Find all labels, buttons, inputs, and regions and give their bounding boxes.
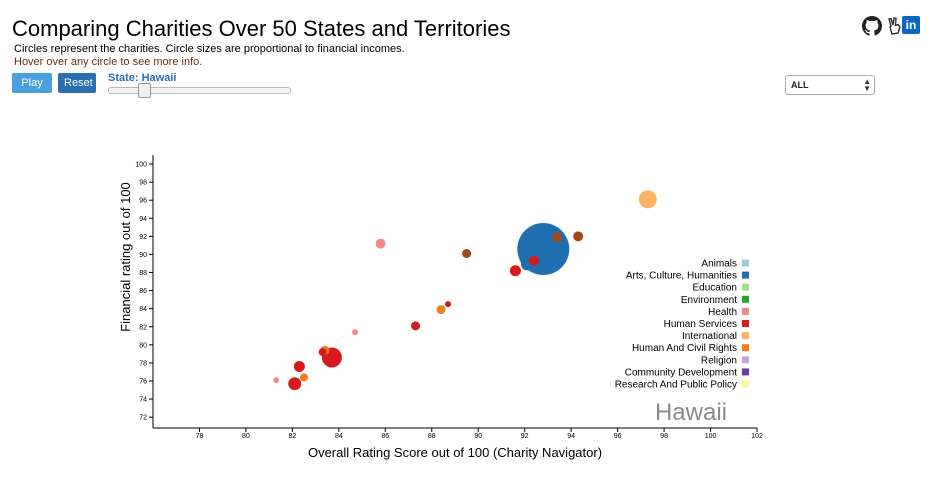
charity-point[interactable] — [521, 258, 534, 271]
peace-hand-icon[interactable] — [885, 16, 905, 36]
page-title: Comparing Charities Over 50 States and T… — [12, 16, 511, 41]
charity-point[interactable] — [320, 345, 330, 355]
github-icon[interactable] — [862, 16, 882, 36]
x-tick-label: 90 — [474, 433, 482, 440]
reset-button[interactable]: Reset — [58, 73, 96, 93]
state-slider[interactable] — [108, 83, 291, 98]
legend-label: Research And Public Policy — [615, 380, 737, 391]
x-tick-label: 84 — [335, 433, 343, 440]
legend-swatch — [742, 271, 749, 279]
legend-label: Arts, Culture, Humanities — [626, 271, 737, 282]
legend-swatch — [742, 380, 749, 388]
y-tick-label: 86 — [139, 288, 147, 295]
charity-point[interactable] — [375, 238, 386, 249]
y-tick-label: 74 — [139, 397, 147, 404]
x-tick-label: 100 — [705, 433, 717, 440]
hover-hint: Hover over any circle to see more info. — [14, 56, 203, 68]
state-label: State: Hawaii — [108, 72, 177, 84]
legend-label: Community Development — [625, 367, 737, 378]
legend-swatch — [742, 259, 749, 267]
charity-point[interactable] — [436, 305, 446, 315]
x-tick-label: 98 — [660, 433, 668, 440]
charity-point[interactable] — [273, 377, 280, 384]
legend-swatch — [742, 368, 749, 376]
charity-point[interactable] — [321, 347, 342, 368]
legend-swatch — [742, 344, 749, 352]
charity-point[interactable] — [445, 301, 452, 308]
legend-label: Environment — [681, 295, 737, 306]
play-button[interactable]: Play — [12, 73, 52, 93]
state-watermark: Hawaii — [655, 399, 727, 426]
charity-point[interactable] — [638, 190, 657, 209]
x-tick-label: 86 — [381, 433, 389, 440]
x-tick-label: 78 — [196, 433, 204, 440]
charity-point[interactable] — [573, 231, 584, 242]
y-tick-label: 82 — [139, 324, 147, 331]
y-tick-label: 80 — [139, 342, 147, 349]
y-tick-label: 72 — [139, 415, 147, 422]
filter-selected-value: ALL — [791, 80, 809, 90]
charity-point[interactable] — [318, 348, 327, 357]
legend-label: Health — [708, 307, 737, 318]
y-tick-label: 84 — [139, 306, 147, 313]
legend-label: Animals — [701, 259, 737, 270]
legend-label: International — [682, 331, 737, 342]
charity-point[interactable] — [300, 373, 308, 382]
y-tick-label: 76 — [139, 378, 147, 385]
charity-point[interactable] — [509, 265, 521, 277]
x-tick-label: 96 — [614, 433, 622, 440]
y-tick-label: 92 — [139, 234, 147, 241]
charity-point[interactable] — [517, 223, 570, 276]
legend-label: Human And Civil Rights — [632, 343, 737, 354]
category-filter-select[interactable]: ALL ▲ ▼ — [785, 75, 875, 95]
charity-point[interactable] — [528, 255, 539, 266]
y-tick-label: 90 — [139, 252, 147, 259]
charity-point[interactable] — [411, 321, 421, 331]
y-tick-label: 94 — [139, 216, 147, 223]
x-tick-label: 80 — [242, 433, 250, 440]
slider-handle[interactable] — [137, 83, 151, 98]
y-tick-label: 96 — [139, 198, 147, 205]
legend-swatch — [742, 295, 749, 303]
legend-swatch — [742, 307, 749, 315]
charity-point[interactable] — [352, 329, 359, 336]
y-tick-label: 100 — [135, 162, 147, 169]
legend-label: Religion — [701, 355, 737, 366]
legend-swatch — [742, 320, 749, 327]
charity-point[interactable] — [288, 377, 302, 391]
charity-point[interactable] — [462, 249, 472, 259]
legend-label: Human Services — [664, 319, 737, 330]
y-tick-label: 98 — [139, 180, 147, 187]
charity-point[interactable] — [293, 361, 305, 373]
x-tick-label: 94 — [567, 433, 575, 440]
y-tick-label: 78 — [139, 360, 147, 367]
select-arrows-icon: ▲ ▼ — [863, 77, 871, 93]
legend-swatch — [742, 332, 749, 340]
charity-point[interactable] — [552, 232, 563, 243]
x-tick-label: 88 — [428, 433, 436, 440]
x-tick-label: 82 — [288, 433, 296, 440]
x-tick-label: 102 — [751, 433, 763, 440]
legend-label: Education — [693, 283, 737, 294]
y-axis-label: Financial rating out of 100 — [118, 182, 133, 332]
linkedin-icon[interactable]: in — [902, 16, 920, 34]
legend-swatch — [742, 356, 749, 364]
x-axis-label: Overall Rating Score out of 100 (Charity… — [308, 445, 602, 460]
y-tick-label: 88 — [139, 270, 147, 277]
page-subtitle: Circles represent the charities. Circle … — [14, 43, 405, 55]
x-tick-label: 92 — [521, 433, 529, 440]
legend-swatch — [742, 283, 749, 291]
